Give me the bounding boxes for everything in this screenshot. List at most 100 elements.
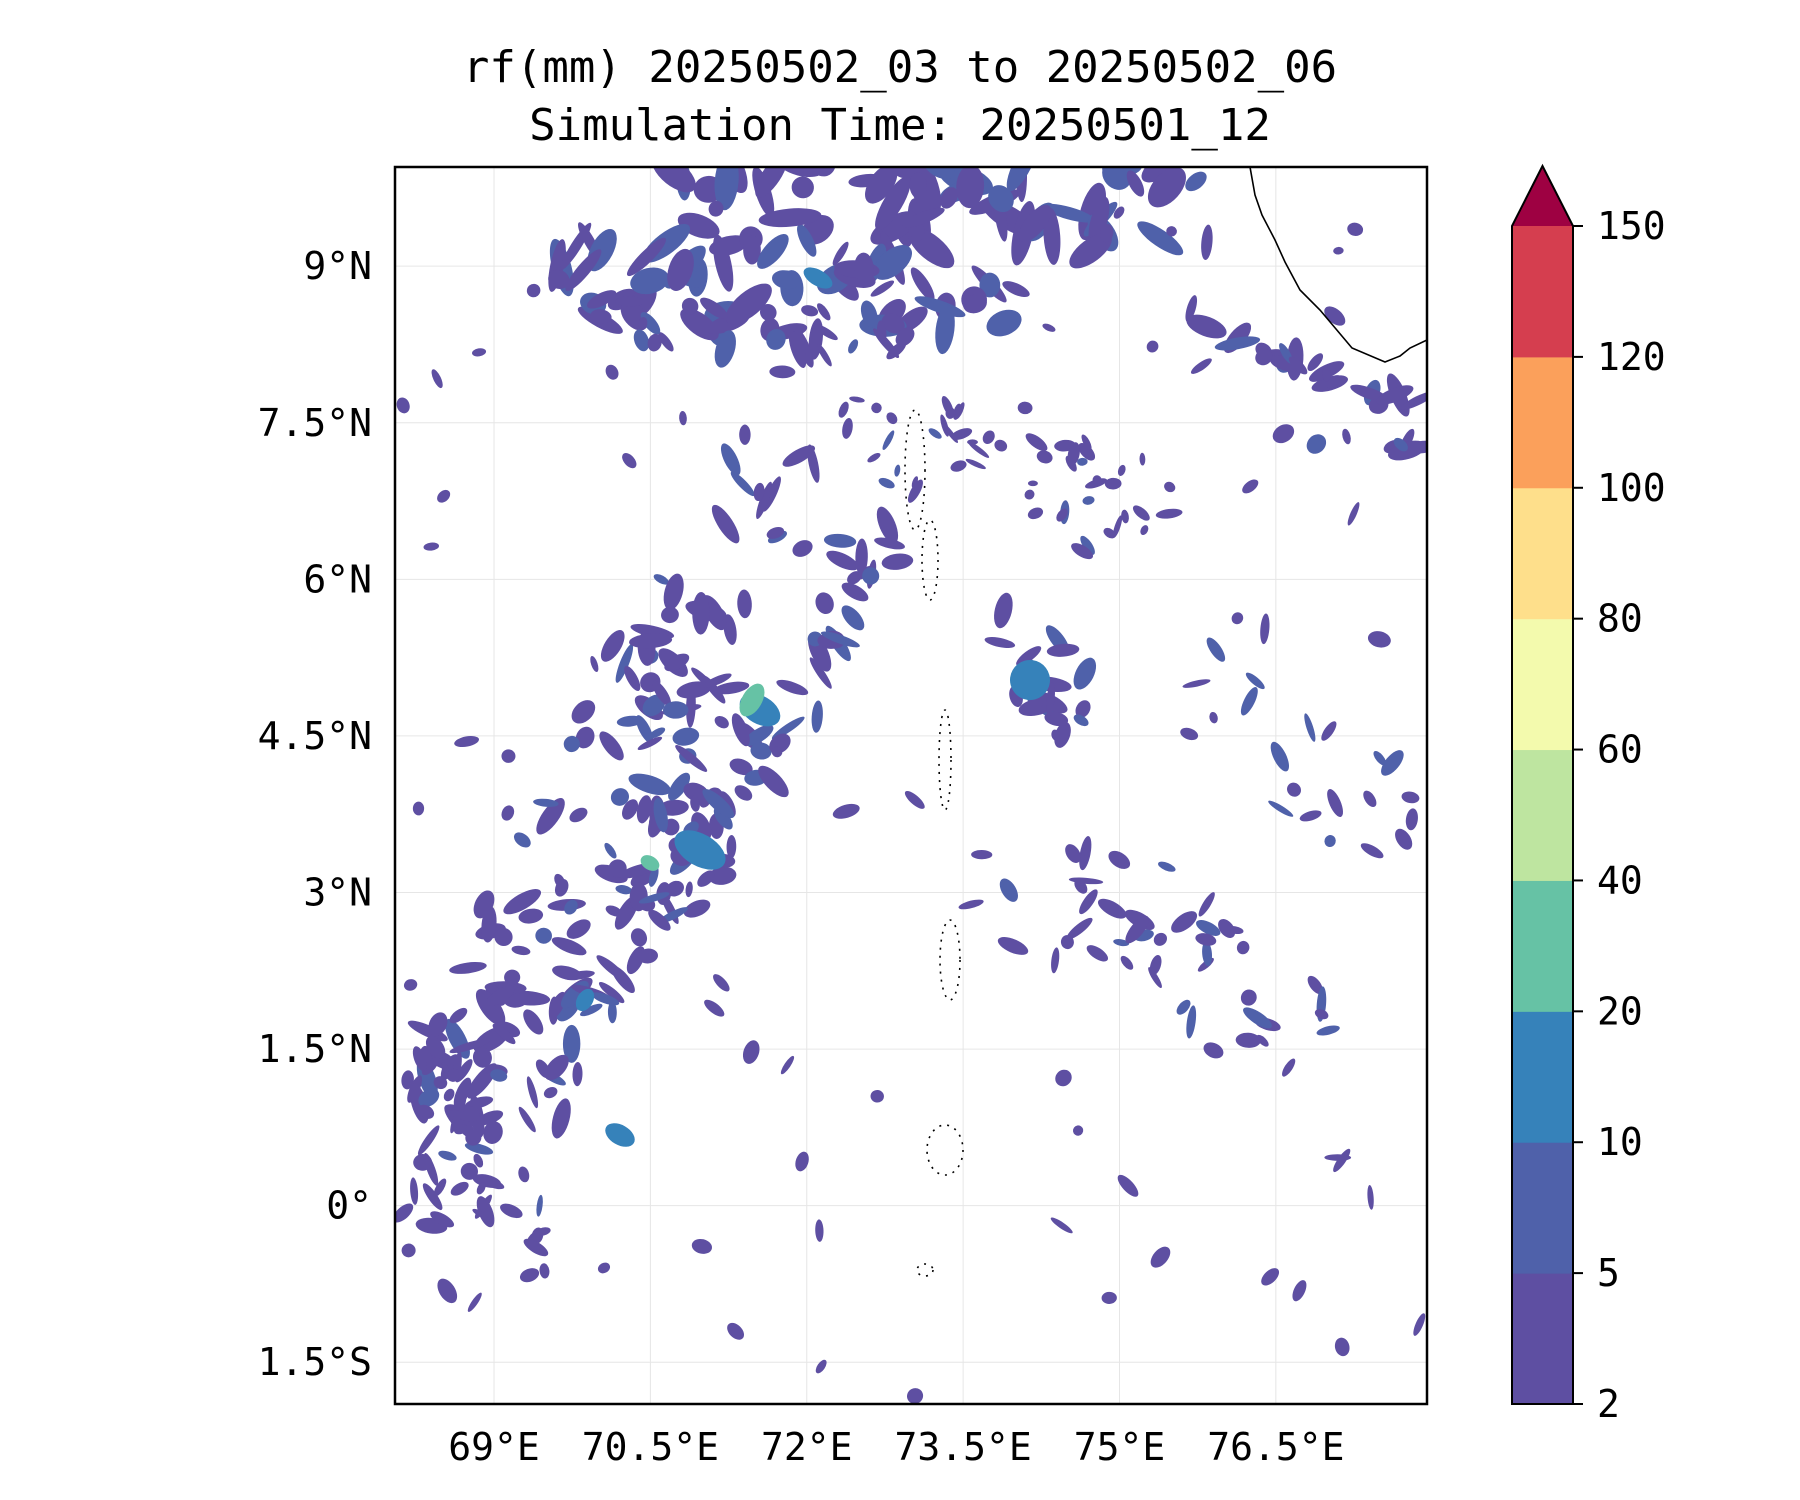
rain-cell [811,700,823,733]
lat-tick-label: 6°N [303,557,372,601]
rain-cell [875,176,911,231]
rain-cell [1050,1217,1073,1234]
rain-cell [494,927,513,947]
rain-cell [518,1166,530,1183]
rain-cell [1043,203,1095,223]
rain-cell [708,866,737,885]
rain-cell [726,835,737,859]
atoll-outline [921,519,939,601]
rain-cell [523,1238,549,1257]
rain-cell [865,167,898,204]
atoll-outline [904,409,926,531]
rain-cell [518,908,544,924]
colorbar-bin [1512,356,1573,489]
rain-cell [605,364,619,380]
rain-cell [511,945,531,956]
rain-cell [1054,721,1071,748]
rain-cell [1146,340,1159,353]
rain-cell [994,439,1008,452]
rain-cell [907,479,923,503]
rain-cell [854,252,874,283]
rain-cell [832,803,860,819]
rain-cell [575,988,595,1012]
rain-cell [815,592,834,615]
rain-cell [1153,932,1167,946]
rain-cell [1024,489,1035,500]
rain-cell [1075,700,1091,718]
rain-cell [1150,1246,1171,1268]
colorbar-bin [1512,880,1573,1012]
rain-cell [597,1262,611,1274]
rain-cell [702,788,735,819]
rain-cell [1185,171,1207,192]
rain-cell [543,1087,558,1099]
rain-cell [1068,877,1104,885]
rain-cell [1268,800,1294,817]
rain-cell [536,1194,543,1217]
rain-cell [417,1125,440,1156]
rain-cell [501,805,515,821]
rain-cell [476,1182,486,1195]
rain-cell [453,1077,472,1109]
rain-cell [615,885,633,895]
rain-cell [640,312,661,335]
lon-tick-label: 72°E [761,1425,853,1469]
rain-cell [1117,464,1126,476]
rain-cell [676,681,712,699]
rain-cell [500,1203,523,1219]
rain-cell [1081,434,1092,451]
rain-cell [979,272,1001,298]
rain-cell [922,167,955,180]
rain-cell [1113,939,1130,947]
rain-cell [1245,672,1265,690]
rain-cell [692,591,710,635]
rain-cell [607,1001,617,1024]
rain-cell [544,1054,569,1081]
lat-tick-label: 1.5°N [258,1027,372,1071]
lat-tick-label: 0° [326,1184,372,1228]
rain-cell [842,418,853,439]
rain-cell [874,537,905,550]
rain-cell [679,410,687,426]
rain-cell [731,713,750,747]
rain-cell [703,673,732,688]
rain-cell [1209,711,1218,724]
rain-cell [1140,525,1149,536]
rain-cell [418,1088,440,1107]
rain-cell [1288,356,1308,375]
rain-cell [490,1069,508,1082]
rain-cell [803,167,831,176]
rain-cell [904,790,925,809]
rain-cell [891,167,919,179]
rain-cell [780,1055,795,1075]
rain-cell [1148,967,1162,989]
rain-cell [911,476,919,488]
rain-cell [423,542,440,551]
rain-cell [986,309,1022,337]
rain-cell [714,715,729,729]
rain-cell [536,1227,551,1236]
rain-cell [1299,810,1322,822]
rain-cell [848,339,859,354]
rain-cell [473,890,495,919]
rain-cell [637,948,658,964]
rain-cell [422,1183,443,1211]
rain-cell [637,736,663,751]
rain-cell [967,439,978,445]
rain-cell [1141,167,1185,183]
rain-cell [526,1076,539,1109]
rain-cell [425,1036,446,1059]
rain-cell [598,981,625,1004]
lat-tick-label: 9°N [303,244,372,288]
rain-cell [1240,989,1257,1006]
rain-cell [407,1075,423,1103]
rain-cell [1051,947,1060,974]
rain-cell [690,795,700,812]
rain-cell [412,801,425,816]
rain-cell [454,736,480,748]
rain-cell [1079,836,1092,871]
rain-cell [965,458,986,470]
island-outlines [904,409,964,1277]
rain-cell [815,1359,827,1374]
